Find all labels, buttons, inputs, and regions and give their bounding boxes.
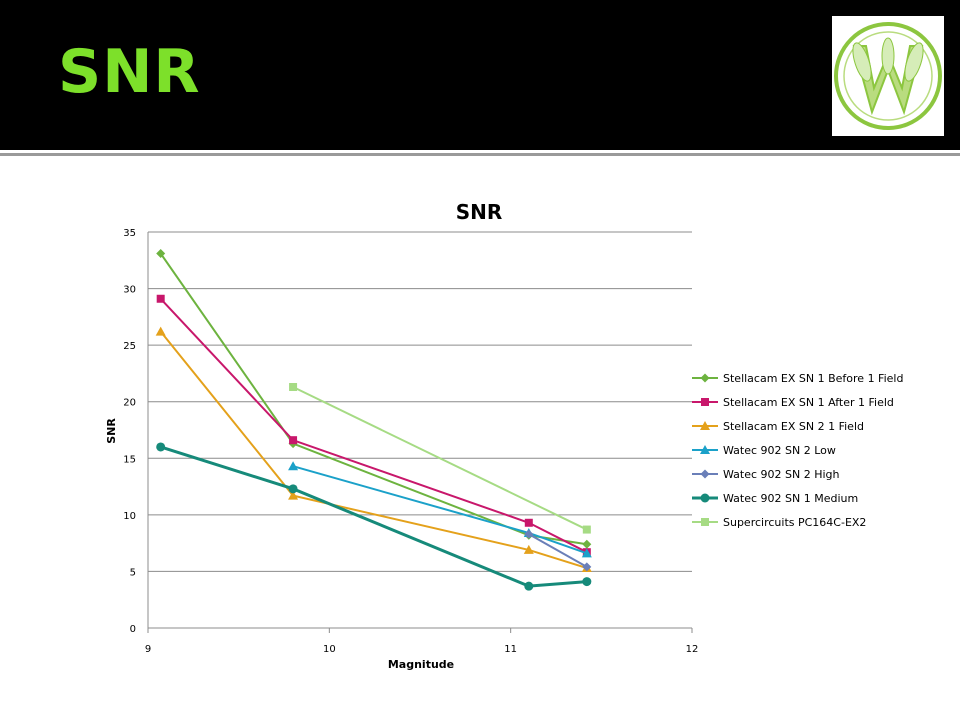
legend-marker [700,421,710,430]
slide-header: SNR [0,0,960,150]
data-point [582,525,591,534]
data-point [524,581,534,591]
legend-item: Watec 902 SN 2 High [692,468,840,481]
legend-label: Stellacam EX SN 2 1 Field [723,420,864,433]
series-line [528,533,588,568]
data-point [582,539,592,549]
legend-label: Stellacam EX SN 1 After 1 Field [723,396,894,409]
legend-marker [700,373,710,383]
data-point [289,383,298,392]
data-point [155,326,166,336]
legend-marker [701,518,709,526]
data-point [289,436,298,445]
axes [147,232,693,633]
data-point [582,577,592,587]
x-tick-label: 9 [145,644,151,655]
chart-title: SNR [456,200,503,224]
legend-label: Stellacam EX SN 1 Before 1 Field [723,372,903,385]
series-line [292,386,588,531]
logo-container [832,16,944,136]
header-divider-shadow [0,153,960,156]
series-3 [155,326,592,573]
legend-item: Watec 902 SN 2 Low [692,444,836,457]
series-5 [524,529,592,572]
legend-label: Watec 902 SN 2 Low [723,444,836,457]
y-tick-label: 30 [123,285,136,296]
y-tick-label: 35 [123,228,136,239]
legend-label: Supercircuits PC164C-EX2 [723,516,866,529]
legend-item: Stellacam EX SN 1 After 1 Field [692,396,894,409]
legend-marker [700,445,710,454]
header-divider [0,150,960,153]
data-point [524,518,533,527]
y-tick-label: 0 [130,624,136,635]
legend-item: Watec 902 SN 1 Medium [692,492,858,505]
grid-lines [148,231,692,572]
y-tick-label: 5 [130,567,136,578]
x-tick-label: 11 [504,644,517,655]
x-axis-label: Magnitude [388,658,454,671]
y-axis-label: SNR [105,418,118,444]
series-1 [156,248,592,549]
series-group [155,248,592,591]
data-point [288,484,298,494]
legend: Stellacam EX SN 1 Before 1 Field Stellaca… [692,372,903,529]
data-point [523,544,534,554]
data-point [156,248,166,258]
legend-marker [700,469,710,479]
legend-marker [700,493,710,503]
legend-label: Watec 902 SN 1 Medium [723,492,858,505]
series-line [159,298,588,554]
x-tick-label: 12 [686,644,699,655]
legend-item: Stellacam EX SN 2 1 Field [692,420,864,433]
legend-item: Stellacam EX SN 1 Before 1 Field [692,372,903,385]
data-point [581,548,592,558]
y-tick-label: 10 [123,511,136,522]
society-seal-logo [834,22,942,130]
data-point [288,461,299,471]
data-point [156,294,165,303]
series-line [160,445,587,588]
series-6 [156,442,592,591]
slide-title: SNR [58,37,201,107]
y-tick-label: 20 [123,398,136,409]
x-tick-label: 10 [323,644,336,655]
data-point [524,529,534,539]
series-7 [289,383,591,534]
y-tick-label: 25 [123,341,136,352]
legend-marker [701,398,709,406]
series-line [159,252,587,546]
series-line [292,465,588,555]
legend-item: Supercircuits PC164C-EX2 [692,516,866,529]
data-point [288,490,299,500]
series-line [159,330,588,569]
data-point [156,442,166,452]
tick-labels: 0 5 10 15 20 25 30 35 9 10 11 12 [123,228,698,655]
y-tick-label: 15 [123,454,136,465]
legend-label: Watec 902 SN 2 High [723,468,840,481]
data-point [582,562,592,572]
